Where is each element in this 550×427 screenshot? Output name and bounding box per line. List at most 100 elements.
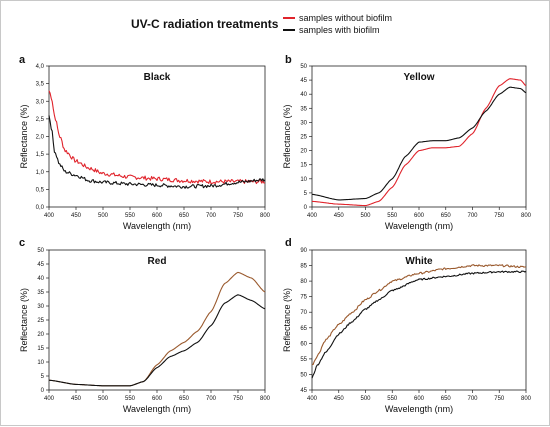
x-tick-label: 700 bbox=[467, 396, 478, 402]
legend-label: samples without biofilm bbox=[299, 13, 393, 23]
x-tick-label: 650 bbox=[179, 396, 190, 402]
y-tick-label: 4,0 bbox=[36, 64, 45, 70]
y-axis-label: Reflectance (%) bbox=[282, 104, 292, 168]
x-tick-label: 400 bbox=[44, 213, 55, 219]
y-tick-label: 25 bbox=[37, 318, 44, 324]
x-axis-label: Wavelength (nm) bbox=[385, 221, 453, 231]
x-tick-label: 500 bbox=[98, 213, 109, 219]
legend-swatch-red bbox=[283, 17, 295, 19]
legend-entry-without-biofilm: samples without biofilm bbox=[283, 12, 392, 24]
y-tick-label: 50 bbox=[300, 372, 307, 378]
y-tick-label: 15 bbox=[300, 163, 307, 169]
series-line-samples-without-biofilm bbox=[48, 271, 266, 387]
x-tick-label: 650 bbox=[441, 396, 452, 402]
panel-title: Black bbox=[144, 72, 171, 83]
series-line-samples-with-biofilm bbox=[311, 86, 527, 201]
x-tick-label: 550 bbox=[125, 396, 136, 402]
x-tick-label: 550 bbox=[125, 213, 136, 219]
legend-swatch-black bbox=[283, 29, 295, 31]
y-axis-label: Reflectance (%) bbox=[19, 104, 29, 168]
y-axis-label: Reflectance (%) bbox=[19, 288, 29, 352]
y-tick-label: 45 bbox=[300, 388, 307, 394]
y-tick-label: 50 bbox=[37, 248, 44, 254]
series-line-samples-without-biofilm bbox=[48, 90, 266, 185]
x-tick-label: 750 bbox=[233, 213, 244, 219]
y-tick-label: 0 bbox=[41, 388, 45, 394]
y-tick-label: 75 bbox=[300, 295, 307, 301]
y-tick-label: 50 bbox=[300, 64, 307, 70]
legend-entry-with-biofilm: samples with biofilm bbox=[283, 24, 392, 36]
y-tick-label: 3,5 bbox=[36, 82, 45, 88]
y-tick-label: 30 bbox=[37, 304, 44, 310]
panel-title: White bbox=[405, 256, 433, 267]
y-tick-label: 35 bbox=[300, 106, 307, 112]
y-tick-label: 60 bbox=[300, 341, 307, 347]
y-tick-label: 30 bbox=[300, 120, 307, 126]
x-axis-label: Wavelength (nm) bbox=[123, 221, 191, 231]
y-tick-label: 20 bbox=[300, 149, 307, 155]
y-tick-label: 10 bbox=[37, 360, 44, 366]
series-line-samples-without-biofilm bbox=[312, 78, 527, 207]
x-tick-label: 450 bbox=[71, 213, 82, 219]
x-tick-label: 600 bbox=[152, 213, 163, 219]
x-tick-label: 600 bbox=[414, 396, 425, 402]
x-tick-label: 800 bbox=[260, 213, 271, 219]
x-tick-label: 800 bbox=[521, 396, 532, 402]
y-tick-label: 15 bbox=[37, 346, 44, 352]
plot-frame bbox=[311, 65, 527, 208]
figure-title: UV-C radiation treatments bbox=[131, 17, 279, 31]
y-tick-label: 2,5 bbox=[36, 117, 45, 123]
y-tick-label: 0,5 bbox=[36, 187, 45, 193]
panel-letter: d bbox=[285, 237, 292, 249]
y-tick-label: 25 bbox=[300, 135, 307, 141]
x-tick-label: 800 bbox=[260, 396, 271, 402]
series-line-samples-with-biofilm bbox=[48, 115, 266, 189]
y-tick-label: 10 bbox=[300, 177, 307, 183]
y-axis-label: Reflectance (%) bbox=[282, 288, 292, 352]
x-tick-label: 650 bbox=[441, 213, 452, 219]
x-tick-label: 700 bbox=[206, 396, 217, 402]
y-tick-label: 55 bbox=[300, 357, 307, 363]
y-tick-label: 2,0 bbox=[36, 135, 45, 141]
series-line-samples-with-biofilm bbox=[48, 294, 266, 387]
x-axis-label: Wavelength (nm) bbox=[385, 404, 453, 414]
series-line-samples-with-biofilm bbox=[311, 270, 527, 379]
y-tick-label: 90 bbox=[300, 248, 307, 254]
panel-title: Red bbox=[148, 256, 167, 267]
x-tick-label: 500 bbox=[360, 213, 371, 219]
plot-frame bbox=[48, 249, 266, 391]
x-tick-label: 450 bbox=[71, 396, 82, 402]
series-line-samples-without-biofilm bbox=[311, 264, 527, 366]
y-tick-label: 40 bbox=[37, 276, 44, 282]
y-tick-label: 5 bbox=[304, 191, 308, 197]
panel-letter: c bbox=[19, 237, 25, 249]
x-axis-label: Wavelength (nm) bbox=[123, 404, 191, 414]
x-tick-label: 750 bbox=[494, 213, 505, 219]
x-tick-label: 500 bbox=[360, 396, 371, 402]
y-tick-label: 0 bbox=[304, 205, 308, 211]
y-tick-label: 35 bbox=[37, 290, 44, 296]
panel-letter: b bbox=[285, 54, 292, 66]
y-tick-label: 5 bbox=[41, 374, 45, 380]
figure-legend: samples without biofilm samples with bio… bbox=[283, 12, 392, 36]
y-tick-label: 20 bbox=[37, 332, 44, 338]
y-tick-label: 0,0 bbox=[36, 205, 45, 211]
y-tick-label: 80 bbox=[300, 279, 307, 285]
x-tick-label: 550 bbox=[387, 396, 398, 402]
x-tick-label: 700 bbox=[467, 213, 478, 219]
y-tick-label: 65 bbox=[300, 326, 307, 332]
y-tick-label: 3,0 bbox=[36, 99, 45, 105]
x-tick-label: 450 bbox=[334, 396, 345, 402]
x-tick-label: 750 bbox=[233, 396, 244, 402]
x-tick-label: 600 bbox=[414, 213, 425, 219]
x-tick-label: 550 bbox=[387, 213, 398, 219]
y-tick-label: 1,0 bbox=[36, 170, 45, 176]
x-tick-label: 750 bbox=[494, 396, 505, 402]
legend-label: samples with biofilm bbox=[299, 25, 380, 35]
y-tick-label: 45 bbox=[300, 78, 307, 84]
x-tick-label: 400 bbox=[307, 396, 318, 402]
y-tick-label: 70 bbox=[300, 310, 307, 316]
panel-letter: a bbox=[19, 54, 26, 66]
y-tick-label: 1,5 bbox=[36, 152, 45, 158]
